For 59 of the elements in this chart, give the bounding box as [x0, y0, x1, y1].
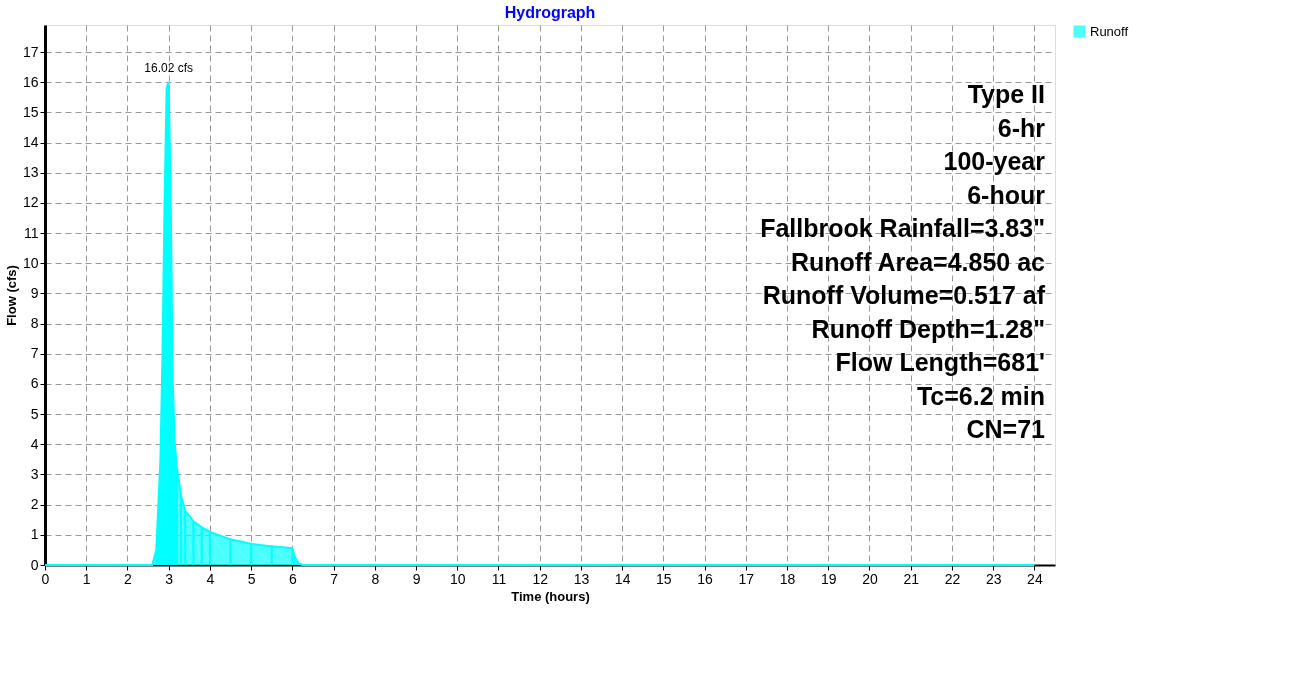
- x-tick-label: 0: [41, 570, 50, 587]
- x-tick-label: 7: [330, 570, 339, 587]
- annotation: 6-hr: [997, 113, 1046, 142]
- annotation: Runoff Volume=0.517 af: [762, 281, 1046, 309]
- x-tick-label: 24: [1027, 570, 1043, 587]
- y-tick-label: 4: [30, 435, 39, 452]
- y-tick-label: 10: [22, 254, 39, 271]
- x-tick-label: 22: [944, 570, 961, 587]
- x-tick-label: 9: [412, 570, 421, 587]
- x-axis-title: Time (hours): [511, 588, 590, 604]
- y-tick-label: 13: [22, 164, 39, 181]
- y-tick-label: 9: [30, 284, 39, 301]
- annotation: 100-year: [943, 147, 1046, 175]
- x-tick-label: 13: [573, 570, 590, 587]
- x-tick-label: 14: [614, 570, 631, 587]
- annotation: 6-hour: [967, 180, 1046, 209]
- x-tick-label: 17: [738, 570, 755, 587]
- y-tick-label: 5: [30, 405, 39, 422]
- x-tick-label: 16: [697, 570, 714, 587]
- y-tick-label: 2: [30, 496, 39, 513]
- annotation: Flow Length=681': [835, 348, 1045, 376]
- y-tick-label: 6: [30, 375, 39, 392]
- x-tick-label: 10: [449, 570, 466, 587]
- y-tick-label: 8: [30, 315, 39, 332]
- y-tick-label: 11: [23, 224, 39, 241]
- y-axis-title: Flow (cfs): [3, 265, 19, 326]
- x-tick-label: 12: [532, 570, 549, 587]
- x-tick-label: 19: [820, 570, 837, 587]
- annotation: Type II: [967, 80, 1045, 108]
- chart-title: Hydrograph: [504, 4, 596, 21]
- x-tick-label: 15: [656, 570, 672, 587]
- annotation: 16.02 cfs: [144, 60, 194, 75]
- x-tick-label: 1: [82, 570, 91, 587]
- x-tick-label: 2: [124, 570, 133, 587]
- x-tick-label: 3: [165, 570, 174, 587]
- annotation: Tc=6.2 min: [916, 381, 1045, 410]
- annotation: Runoff Area=4.850 ac: [790, 247, 1046, 276]
- y-tick-label: 12: [22, 194, 39, 211]
- y-tick-label: 0: [30, 556, 39, 573]
- y-tick-label: 17: [22, 43, 39, 60]
- x-tick-label: 11: [491, 570, 507, 587]
- y-tick-label: 7: [30, 345, 39, 362]
- annotation: Fallbrook Rainfall=3.83": [760, 214, 1045, 242]
- y-tick-label: 3: [30, 466, 39, 482]
- y-tick-label: 16: [22, 73, 39, 90]
- annotation: CN=71: [966, 415, 1046, 443]
- legend-label: Runoff: [1090, 23, 1129, 39]
- y-tick-label: 1: [30, 526, 39, 543]
- annotation: Runoff Depth=1.28": [811, 314, 1045, 343]
- x-tick-label: 8: [371, 570, 380, 587]
- x-tick-label: 4: [206, 570, 215, 587]
- x-tick-label: 23: [985, 570, 1002, 587]
- x-tick-label: 21: [903, 570, 920, 587]
- y-tick-label: 15: [22, 103, 39, 120]
- y-tick-label: 14: [22, 134, 39, 151]
- x-tick-label: 6: [288, 570, 297, 587]
- x-tick-label: 5: [247, 570, 256, 587]
- x-tick-label: 18: [779, 570, 796, 587]
- x-tick-label: 20: [862, 570, 878, 587]
